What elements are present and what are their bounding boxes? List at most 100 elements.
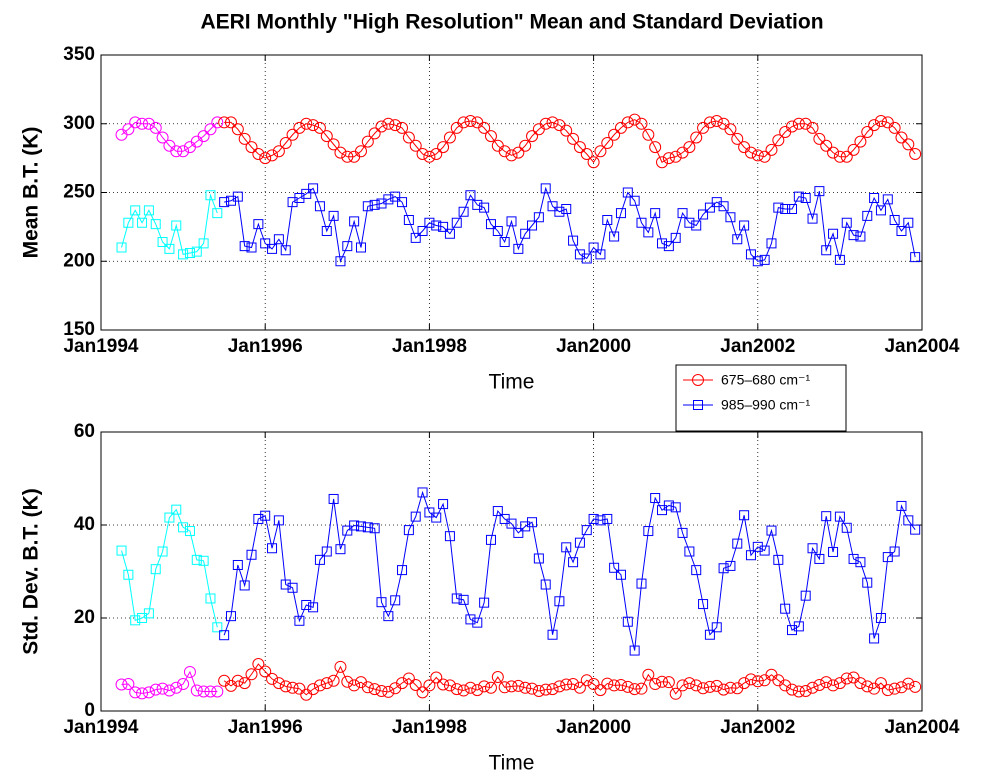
marker xyxy=(902,138,915,151)
marker xyxy=(527,517,538,528)
marker xyxy=(286,128,299,141)
marker xyxy=(895,681,908,694)
marker xyxy=(444,531,455,542)
marker xyxy=(190,684,203,697)
marker xyxy=(862,210,873,221)
marker xyxy=(704,202,715,213)
marker xyxy=(595,249,606,260)
marker xyxy=(149,683,162,696)
marker xyxy=(437,141,450,154)
marker xyxy=(800,590,811,601)
marker xyxy=(902,677,915,690)
marker xyxy=(314,554,325,565)
marker xyxy=(759,254,770,265)
marker xyxy=(403,525,414,536)
marker xyxy=(314,201,325,212)
marker xyxy=(683,141,696,154)
x-tick-label: Jan2000 xyxy=(556,336,631,357)
marker xyxy=(615,208,626,219)
marker xyxy=(136,687,149,700)
marker xyxy=(458,206,469,217)
marker xyxy=(711,622,722,633)
marker xyxy=(437,678,450,691)
marker xyxy=(328,210,339,221)
marker xyxy=(602,513,613,524)
marker xyxy=(321,226,332,236)
series xyxy=(218,113,922,169)
marker xyxy=(567,132,580,145)
y-tick-label: 20 xyxy=(74,607,95,628)
marker xyxy=(341,150,354,163)
marker xyxy=(745,550,756,561)
x-tick-label: Jan1996 xyxy=(228,717,303,738)
marker xyxy=(799,685,812,698)
marker xyxy=(308,602,319,613)
marker xyxy=(272,145,285,158)
marker xyxy=(657,238,668,249)
marker xyxy=(840,672,853,685)
legend-box xyxy=(675,364,847,432)
marker xyxy=(573,141,586,154)
marker xyxy=(409,678,422,691)
marker xyxy=(636,578,647,589)
marker xyxy=(204,685,217,698)
marker xyxy=(513,243,524,254)
marker xyxy=(280,245,291,256)
marker xyxy=(903,515,914,526)
marker xyxy=(307,683,320,696)
marker xyxy=(568,557,579,568)
marker xyxy=(533,212,544,223)
marker xyxy=(869,633,880,644)
marker xyxy=(820,676,833,689)
marker xyxy=(669,150,682,163)
marker xyxy=(164,512,175,523)
marker xyxy=(177,145,190,158)
marker xyxy=(512,146,525,159)
marker xyxy=(766,238,777,249)
marker xyxy=(279,680,292,693)
marker xyxy=(910,524,921,535)
marker xyxy=(635,117,648,130)
marker xyxy=(156,682,169,695)
marker xyxy=(382,117,395,130)
marker xyxy=(724,681,737,694)
marker xyxy=(587,678,600,691)
marker xyxy=(608,128,621,141)
marker xyxy=(855,231,866,242)
marker xyxy=(732,538,743,549)
marker xyxy=(361,681,374,694)
marker xyxy=(178,522,189,533)
x-tick-label: Jan2002 xyxy=(720,717,795,738)
marker xyxy=(539,683,552,696)
marker xyxy=(212,622,223,633)
marker xyxy=(745,249,756,260)
marker xyxy=(232,559,243,570)
marker xyxy=(780,603,791,614)
marker xyxy=(375,120,388,133)
marker xyxy=(472,617,483,628)
marker xyxy=(178,249,189,260)
marker xyxy=(431,512,442,523)
legend-label: 985–990 cm⁻¹ xyxy=(721,397,810,413)
marker xyxy=(773,202,784,213)
marker xyxy=(361,135,374,148)
marker xyxy=(595,515,606,526)
marker xyxy=(827,679,840,692)
marker xyxy=(656,675,669,688)
marker xyxy=(848,553,859,564)
marker xyxy=(239,580,250,591)
marker xyxy=(519,139,532,152)
marker xyxy=(759,545,770,556)
marker xyxy=(670,502,681,513)
x-tick-label: Jan1994 xyxy=(63,717,138,738)
marker xyxy=(903,217,914,228)
marker xyxy=(171,220,182,231)
y-tick-label: 300 xyxy=(63,113,95,134)
marker xyxy=(677,208,688,219)
marker xyxy=(546,116,559,129)
marker xyxy=(888,121,901,134)
marker xyxy=(718,563,729,574)
marker xyxy=(649,678,662,691)
marker xyxy=(342,241,353,252)
